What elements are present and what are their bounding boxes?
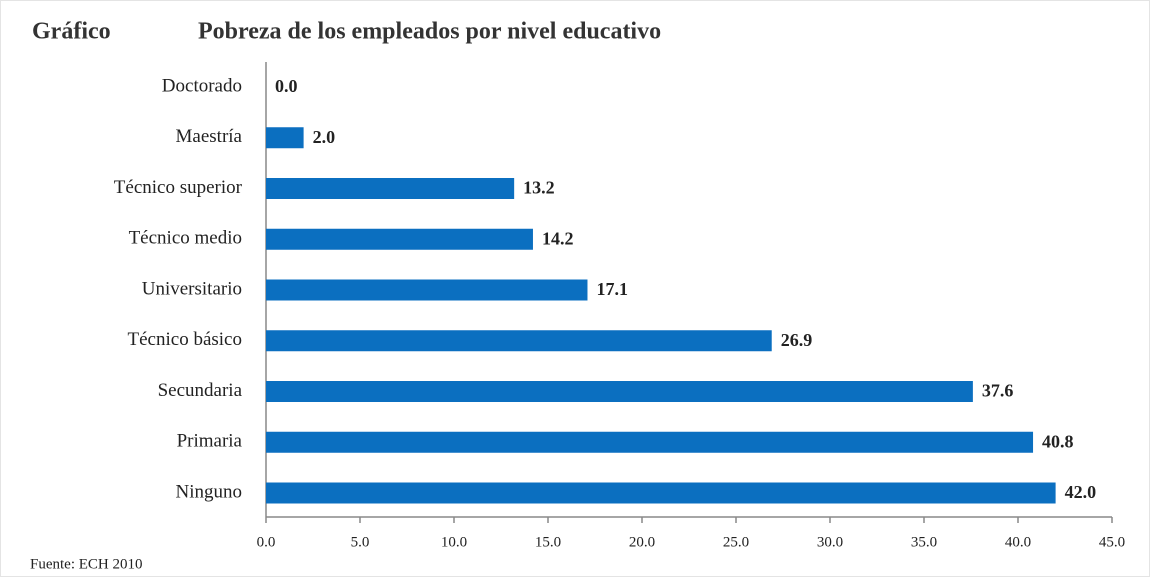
y-tick-label: Universitario (142, 278, 242, 299)
bar (266, 279, 588, 301)
x-tick-label: 35.0 (911, 534, 937, 550)
x-tick-label: 0.0 (257, 534, 276, 550)
x-tick-label: 15.0 (535, 534, 561, 550)
y-tick-label: Primaria (177, 431, 243, 452)
bar (266, 482, 1056, 504)
x-tick-label: 40.0 (1005, 534, 1031, 550)
chart-title: Pobreza de los empleados por nivel educa… (198, 19, 661, 45)
value-label: 40.8 (1042, 431, 1074, 451)
x-tick-label: 5.0 (351, 534, 370, 550)
y-tick-label: Maestría (176, 126, 243, 147)
x-tick-label: 25.0 (723, 534, 749, 550)
value-label: 2.0 (313, 127, 336, 147)
x-tick-label: 10.0 (441, 534, 467, 550)
value-label: 26.9 (781, 330, 813, 350)
value-label: 37.6 (982, 381, 1014, 401)
bar (266, 381, 973, 402)
bar (266, 228, 533, 250)
y-tick-label: Técnico medio (129, 228, 242, 249)
value-label: 0.0 (275, 76, 298, 96)
bar (266, 330, 772, 352)
source-note: Fuente: ECH 2010 (30, 556, 143, 572)
value-label: 17.1 (596, 279, 628, 299)
y-tick-label: Ninguno (176, 481, 243, 502)
x-tick-label: 30.0 (817, 534, 843, 550)
bar (266, 178, 515, 199)
x-tick-label: 45.0 (1099, 534, 1125, 550)
y-tick-label: Técnico básico (128, 329, 242, 350)
value-label: 42.0 (1065, 482, 1097, 502)
y-tick-label: Secundaria (158, 380, 243, 401)
bar (266, 431, 1034, 453)
y-tick-label: Doctorado (162, 75, 242, 96)
y-tick-label: Técnico superior (114, 177, 243, 198)
x-tick-label: 20.0 (629, 534, 655, 550)
bar (266, 127, 304, 149)
value-label: 13.2 (523, 178, 555, 198)
value-label: 14.2 (542, 228, 574, 248)
figure-label: Gráfico (32, 19, 111, 45)
